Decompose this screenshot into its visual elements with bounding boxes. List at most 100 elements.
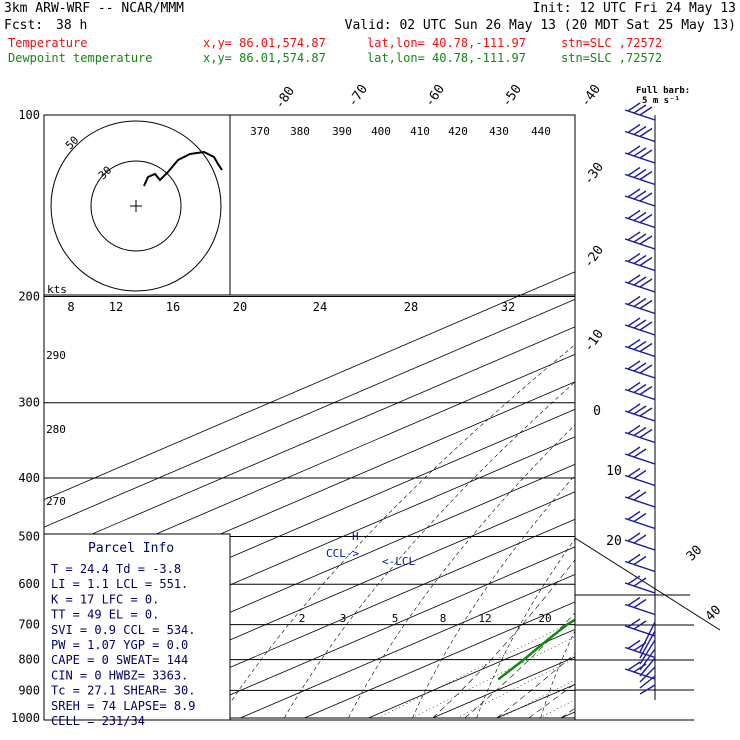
dry-adiabat-label-370: 370 — [250, 125, 270, 138]
dry-adiabat-290 — [540, 630, 575, 719]
barb-shaft — [624, 582, 656, 594]
parcel-info-row: SVI = 0.9 CCL = 534. — [51, 623, 196, 637]
barb-flag — [627, 274, 641, 284]
barb-flag — [633, 362, 647, 372]
barb-flag — [633, 125, 647, 136]
barb-flag — [639, 342, 653, 353]
dewpoint-xy: x,y= 86.01,574.87 — [203, 51, 326, 65]
barb-flag — [633, 512, 647, 523]
sounding-profiles: CCL-> <-LCL H — [326, 530, 575, 681]
wind-barb — [624, 510, 656, 530]
hodograph-ring-inner — [90, 160, 182, 252]
barb-legend-line2: 5 m s⁻¹ — [642, 96, 680, 106]
wind-barb — [624, 231, 656, 250]
barb-flag — [633, 469, 647, 480]
isotherm-label--10: -10 — [581, 327, 607, 355]
parcel-info-row: CELL = 231/34 — [51, 714, 145, 728]
barb-flag — [627, 338, 641, 349]
barb-flag — [639, 321, 653, 331]
wind-barb — [624, 145, 656, 164]
speed-label-16: 16 — [166, 300, 180, 314]
mixing-ratio-20 — [591, 584, 740, 718]
pressure-label-1000: 1000 — [11, 711, 40, 725]
hodograph-trace — [143, 150, 223, 187]
barb-flag — [633, 297, 647, 308]
parcel-info-row: Tc = 27.1 SHEAR= 30. — [51, 684, 196, 698]
barb-shaft — [624, 625, 656, 637]
axis-extension-upper — [574, 537, 721, 631]
isotherm--130 — [44, 298, 575, 528]
isotherm--40 — [176, 546, 575, 719]
dry-adiabat-label-280: 280 — [46, 423, 66, 436]
barb-shaft — [624, 474, 656, 487]
mixing-ratio-label-2: 2 — [299, 612, 306, 625]
barb-flag — [639, 213, 653, 224]
dry-adiabat-label-410: 410 — [410, 125, 430, 138]
barb-shaft — [624, 603, 656, 616]
isotherm-0 — [432, 656, 575, 719]
wind-barb — [624, 446, 656, 465]
barb-shaft — [624, 539, 656, 551]
wind-barb — [624, 489, 656, 508]
temperature-latlon: lat,lon= 40.78,-111.97 — [367, 36, 526, 50]
dry-adiabat-310 — [669, 115, 740, 718]
barb-flag — [633, 555, 647, 566]
barb-flag — [627, 381, 641, 392]
barb-flag — [633, 254, 647, 265]
moist-adiabat-10 — [496, 652, 575, 719]
barb-flag — [627, 252, 641, 263]
wind-barb — [624, 188, 656, 207]
barb-flag — [627, 575, 641, 585]
barb-flag — [639, 106, 653, 116]
barb-shaft — [624, 668, 656, 680]
barb-flag — [627, 553, 641, 564]
speed-label-20: 20 — [233, 300, 247, 314]
speed-label-8: 8 — [67, 300, 74, 314]
isotherm-label--50: -50 — [499, 82, 525, 110]
barb-flag — [639, 407, 653, 417]
wind-barb — [624, 102, 656, 121]
speed-label-32: 32 — [501, 300, 515, 314]
barb-shaft — [624, 496, 656, 508]
forecast-hour: 38 h — [56, 18, 88, 33]
barb-legend-line1: Full barb: — [636, 86, 690, 96]
mixing-ratio-2 — [377, 620, 575, 719]
dry-adiabat-label-390: 390 — [332, 125, 352, 138]
isotherm-label-10: 10 — [606, 464, 622, 479]
pressure-label-600: 600 — [18, 577, 40, 591]
wind-barb — [624, 381, 656, 401]
model-title: 3km ARW-WRF -- NCAR/MMM — [4, 1, 185, 16]
wind-barb — [624, 596, 656, 616]
parcel-info-box — [43, 533, 231, 721]
wind-barb — [624, 424, 656, 444]
temperature-xy: x,y= 86.01,574.87 — [203, 36, 326, 50]
barb-flag — [627, 145, 641, 155]
isotherm-40 — [689, 115, 740, 718]
parcel-info-title: Parcel Info — [88, 541, 174, 556]
barb-shaft — [639, 621, 656, 653]
barb-flag — [627, 166, 641, 177]
barb-flag — [627, 360, 641, 370]
wind-barb — [624, 661, 656, 680]
dry-adiabat-label-290: 290 — [46, 349, 66, 362]
moist-adiabat-25 — [593, 297, 740, 719]
pressure-label-300: 300 — [18, 396, 40, 410]
barb-flag — [627, 424, 641, 435]
isotherm-label-20: 20 — [606, 534, 622, 549]
plot-frame — [43, 114, 576, 721]
parcel-info-row: TT = 49 EL = 0. — [51, 608, 159, 622]
barb-flag — [627, 532, 641, 542]
hodograph-kts-label: kts — [47, 283, 67, 296]
barb-flag — [633, 534, 647, 544]
hodograph-ring-outer — [50, 120, 222, 292]
wind-barb — [624, 532, 656, 551]
barb-flag — [627, 231, 641, 241]
parcel-info-row: SREH = 74 LAPSE= 8.9 — [51, 699, 196, 713]
barb-shaft — [639, 684, 656, 695]
wind-barb — [624, 274, 656, 293]
barb-flag — [627, 317, 641, 327]
speed-label-24: 24 — [313, 300, 327, 314]
barb-flag — [627, 639, 641, 650]
temperature-station: stn=SLC ,72572 — [561, 36, 663, 50]
barb-flag — [639, 385, 653, 396]
